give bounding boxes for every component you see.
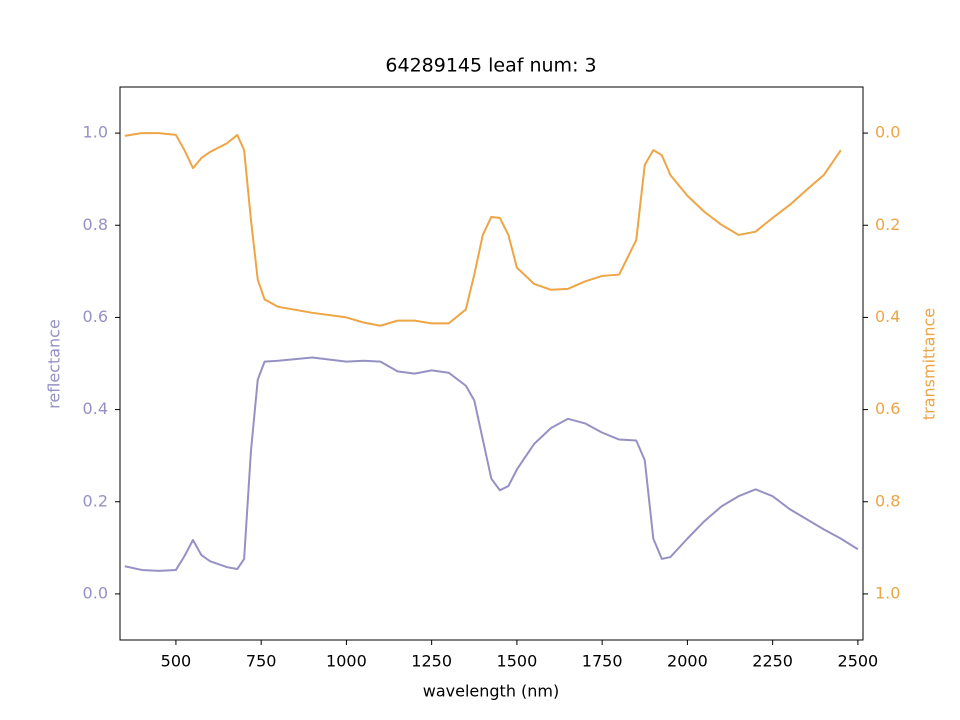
plot-frame bbox=[119, 86, 864, 641]
y-tick-label: 1.0 bbox=[83, 123, 108, 142]
y-axis-label: reflectance bbox=[45, 319, 64, 409]
y-tick-label: 0.8 bbox=[83, 215, 108, 234]
y2-tick-label: 0.4 bbox=[875, 307, 900, 326]
y2-tick-label: 1.0 bbox=[875, 583, 900, 602]
data-line bbox=[124, 356, 859, 572]
x-axis-label: wavelength (nm) bbox=[423, 682, 560, 701]
x-tick-label: 500 bbox=[161, 652, 192, 671]
x-tick-label: 1250 bbox=[411, 652, 452, 671]
x-tick-label: 1000 bbox=[326, 652, 367, 671]
x-tick-label: 750 bbox=[246, 652, 277, 671]
y2-tick-label: 0.2 bbox=[875, 215, 900, 234]
y-tick-label: 0.4 bbox=[83, 399, 108, 418]
chart-title: 64289145 leaf num: 3 bbox=[385, 55, 596, 77]
y2-tick-label: 0.6 bbox=[875, 399, 900, 418]
y-tick-label: 0.6 bbox=[83, 307, 108, 326]
y2-tick-label: 0.0 bbox=[875, 123, 900, 142]
x-tick-label: 2250 bbox=[752, 652, 793, 671]
x-tick-label: 1500 bbox=[497, 652, 538, 671]
x-tick-label: 2500 bbox=[838, 652, 879, 671]
y-tick-label: 0.2 bbox=[83, 491, 108, 510]
y-tick-label: 0.0 bbox=[83, 583, 108, 602]
y2-tick-label: 0.8 bbox=[875, 491, 900, 510]
y2-axis-label: transmittance bbox=[920, 308, 939, 420]
x-tick-label: 1750 bbox=[582, 652, 623, 671]
x-tick-label: 2000 bbox=[667, 652, 708, 671]
data-line bbox=[124, 132, 842, 327]
